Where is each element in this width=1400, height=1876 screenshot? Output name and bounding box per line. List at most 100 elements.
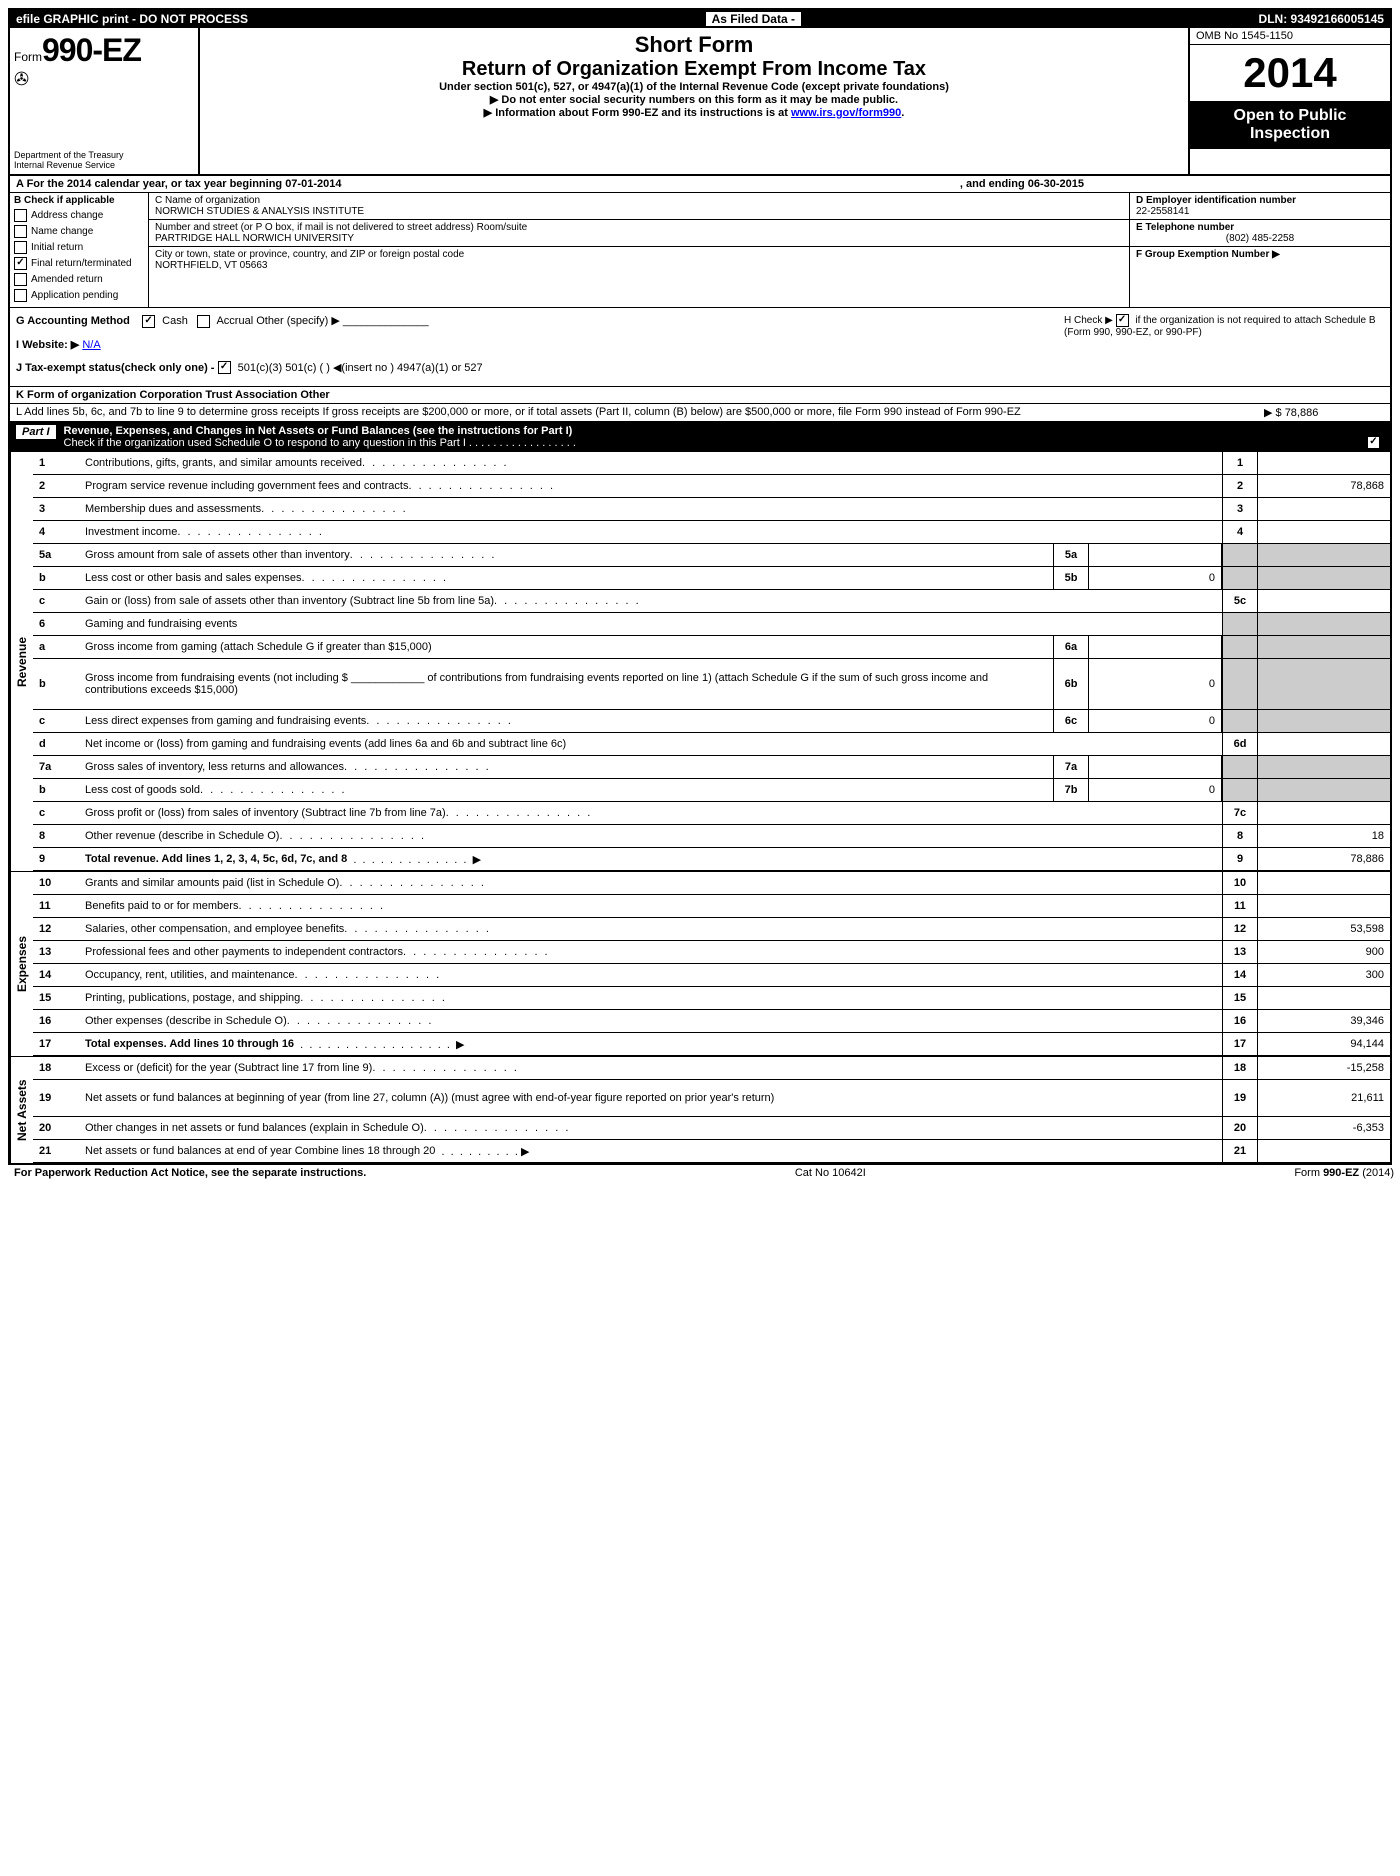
website-link[interactable]: N/A [82, 339, 100, 351]
line-l-val: ▶ $ 78,886 [1264, 406, 1384, 419]
cb-h[interactable]: ✓ [1116, 314, 1129, 327]
line-6a: Gross income from gaming (attach Schedul… [81, 636, 1053, 658]
line-k: K Form of organization Corporation Trust… [10, 387, 1390, 404]
form-prefix: Form [14, 50, 42, 64]
line-6b: Gross income from fundraising events (no… [81, 659, 1053, 709]
line-20: Other changes in net assets or fund bala… [81, 1117, 1222, 1139]
info-block: B Check if applicable Address change Nam… [10, 193, 1390, 308]
line-6: Gaming and fundraising events [81, 613, 1222, 635]
ein-block: D Employer identification number 22-2558… [1130, 193, 1390, 220]
cb-cash[interactable]: ✓ [142, 315, 155, 328]
line-a-ending: , and ending 06-30-2015 [960, 178, 1084, 190]
line-5c: Gain or (loss) from sale of assets other… [81, 590, 1222, 612]
org-name-label: C Name of organization [155, 195, 1123, 206]
note-info-text: ▶ Information about Form 990-EZ and its … [484, 107, 791, 119]
dept-treasury: Department of the Treasury [14, 150, 194, 160]
line-9: Total revenue. Add lines 1, 2, 3, 4, 5c,… [81, 848, 1222, 870]
line-h: H Check ▶ ✓ if the organization is not r… [1064, 314, 1384, 380]
subtitle: Under section 501(c), 527, or 4947(a)(1)… [208, 81, 1180, 93]
tax-year: 2014 [1190, 45, 1390, 101]
cb-amended[interactable]: Amended return [14, 273, 144, 286]
city: NORTHFIELD, VT 05663 [155, 260, 1123, 271]
col-b-title: B Check if applicable [14, 195, 144, 206]
line-5b: Less cost or other basis and sales expen… [81, 567, 1053, 589]
topbar-left: efile GRAPHIC print - DO NOT PROCESS [16, 12, 248, 26]
dept-irs: Internal Revenue Service [14, 160, 194, 170]
part-1-header: Part I Revenue, Expenses, and Changes in… [10, 422, 1390, 452]
city-label: City or town, state or province, country… [155, 249, 1123, 260]
cb-schedule-o[interactable]: ✓ [1367, 436, 1380, 449]
line-15: Printing, publications, postage, and shi… [81, 987, 1222, 1009]
line-10: Grants and similar amounts paid (list in… [81, 872, 1222, 894]
side-net-assets: Net Assets [10, 1057, 33, 1163]
cb-pending[interactable]: Application pending [14, 289, 144, 302]
return-title: Return of Organization Exempt From Incom… [208, 58, 1180, 81]
footer-mid: Cat No 10642I [795, 1167, 866, 1179]
cb-address[interactable]: Address change [14, 209, 144, 222]
expenses-section: Expenses 10Grants and similar amounts pa… [10, 871, 1390, 1056]
header-right: OMB No 1545-1150 2014 Open to Public Ins… [1188, 28, 1390, 174]
short-form-label: Short Form [208, 32, 1180, 58]
footer-right: Form 990-EZ (2014) [1294, 1167, 1394, 1179]
side-expenses: Expenses [10, 872, 33, 1056]
line-14: Occupancy, rent, utilities, and maintena… [81, 964, 1222, 986]
tel: (802) 485-2258 [1136, 233, 1384, 244]
ein: 22-2558141 [1136, 206, 1384, 217]
line-2: Program service revenue including govern… [81, 475, 1222, 497]
line-17: Total expenses. Add lines 10 through 16 … [81, 1033, 1222, 1055]
note-ssn: ▶ Do not enter social security numbers o… [208, 93, 1180, 106]
cb-name[interactable]: Name change [14, 225, 144, 238]
part-1-title: Revenue, Expenses, and Changes in Net As… [64, 425, 1367, 449]
group-label: F Group Exemption Number ▶ [1136, 249, 1384, 260]
line-13: Professional fees and other payments to … [81, 941, 1222, 963]
city-block: City or town, state or province, country… [149, 247, 1129, 273]
line-g: G Accounting Method ✓ Cash Accrual Other… [16, 314, 1064, 328]
cb-final[interactable]: ✓Final return/terminated [14, 257, 144, 270]
line-8: Other revenue (describe in Schedule O) [81, 825, 1222, 847]
line-21: Net assets or fund balances at end of ye… [81, 1140, 1222, 1162]
section-g-left: G Accounting Method ✓ Cash Accrual Other… [16, 314, 1064, 380]
line-18: Excess or (deficit) for the year (Subtra… [81, 1057, 1222, 1079]
line-4: Investment income [81, 521, 1222, 543]
form-number: 990-EZ [42, 32, 141, 68]
line-l: L Add lines 5b, 6c, and 7b to line 9 to … [10, 404, 1390, 422]
col-b: B Check if applicable Address change Nam… [10, 193, 149, 307]
revenue-section: Revenue 1Contributions, gifts, grants, a… [10, 452, 1390, 871]
line-6d: Net income or (loss) from gaming and fun… [81, 733, 1222, 755]
street-block: Number and street (or P O box, if mail i… [149, 220, 1129, 247]
line-7c: Gross profit or (loss) from sales of inv… [81, 802, 1222, 824]
street: PARTRIDGE HALL NORWICH UNIVERSITY [155, 233, 1123, 244]
header: Form990-EZ ✇ Department of the Treasury … [10, 28, 1390, 176]
line-a: A For the 2014 calendar year, or tax yea… [10, 176, 1390, 193]
cb-initial[interactable]: Initial return [14, 241, 144, 254]
side-revenue: Revenue [10, 452, 33, 871]
tel-block: E Telephone number (802) 485-2258 [1130, 220, 1390, 247]
line-12: Salaries, other compensation, and employ… [81, 918, 1222, 940]
irs-link[interactable]: www.irs.gov/form990 [791, 107, 901, 119]
line-19: Net assets or fund balances at beginning… [81, 1080, 1222, 1116]
line-11: Benefits paid to or for members [81, 895, 1222, 917]
header-mid: Short Form Return of Organization Exempt… [200, 28, 1188, 174]
header-left: Form990-EZ ✇ Department of the Treasury … [10, 28, 200, 174]
col-d: D Employer identification number 22-2558… [1130, 193, 1390, 307]
net-assets-section: Net Assets 18Excess or (deficit) for the… [10, 1056, 1390, 1163]
cb-501c3[interactable]: ✓ [218, 361, 231, 374]
org-name-block: C Name of organization NORWICH STUDIES &… [149, 193, 1129, 220]
line-l-text: L Add lines 5b, 6c, and 7b to line 9 to … [16, 406, 1264, 419]
line-6c: Less direct expenses from gaming and fun… [81, 710, 1053, 732]
line-1: Contributions, gifts, grants, and simila… [81, 452, 1222, 474]
cb-accrual[interactable] [197, 315, 210, 328]
ein-label: D Employer identification number [1136, 195, 1384, 206]
line-j: J Tax-exempt status(check only one) - ✓ … [16, 361, 1064, 375]
street-label: Number and street (or P O box, if mail i… [155, 222, 1123, 233]
section-ghijkl: G Accounting Method ✓ Cash Accrual Other… [10, 308, 1390, 387]
line-5a: Gross amount from sale of assets other t… [81, 544, 1053, 566]
line-7a: Gross sales of inventory, less returns a… [81, 756, 1053, 778]
part-1-label: Part I [16, 425, 56, 439]
col-c: C Name of organization NORWICH STUDIES &… [149, 193, 1130, 307]
omb-number: OMB No 1545-1150 [1190, 28, 1390, 45]
tel-label: E Telephone number [1136, 222, 1384, 233]
footer-left: For Paperwork Reduction Act Notice, see … [14, 1167, 366, 1179]
topbar-right: DLN: 93492166005145 [1259, 12, 1384, 26]
line-a-label: A For the 2014 calendar year, or tax yea… [16, 178, 960, 190]
